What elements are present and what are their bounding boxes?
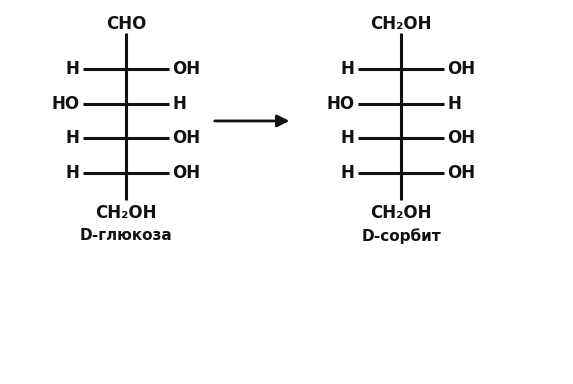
Text: HO: HO [327, 95, 355, 113]
Text: H: H [66, 129, 80, 147]
Text: OH: OH [172, 129, 201, 147]
Text: OH: OH [172, 60, 201, 78]
Text: CH₂OH: CH₂OH [370, 204, 432, 222]
Text: D-сорбит: D-сорбит [361, 228, 441, 244]
Text: CH₂OH: CH₂OH [95, 204, 157, 222]
Text: D-глюкоза: D-глюкоза [80, 228, 172, 243]
Text: OH: OH [448, 164, 476, 182]
Text: H: H [66, 164, 80, 182]
Text: CH₂OH: CH₂OH [370, 15, 432, 33]
Text: OH: OH [448, 129, 476, 147]
Text: OH: OH [448, 60, 476, 78]
Text: OH: OH [172, 164, 201, 182]
Text: H: H [66, 60, 80, 78]
Text: H: H [341, 129, 355, 147]
Text: HO: HO [52, 95, 80, 113]
Text: H: H [341, 60, 355, 78]
Text: H: H [341, 164, 355, 182]
Text: H: H [448, 95, 461, 113]
Text: H: H [172, 95, 186, 113]
Text: CHO: CHO [106, 15, 146, 33]
